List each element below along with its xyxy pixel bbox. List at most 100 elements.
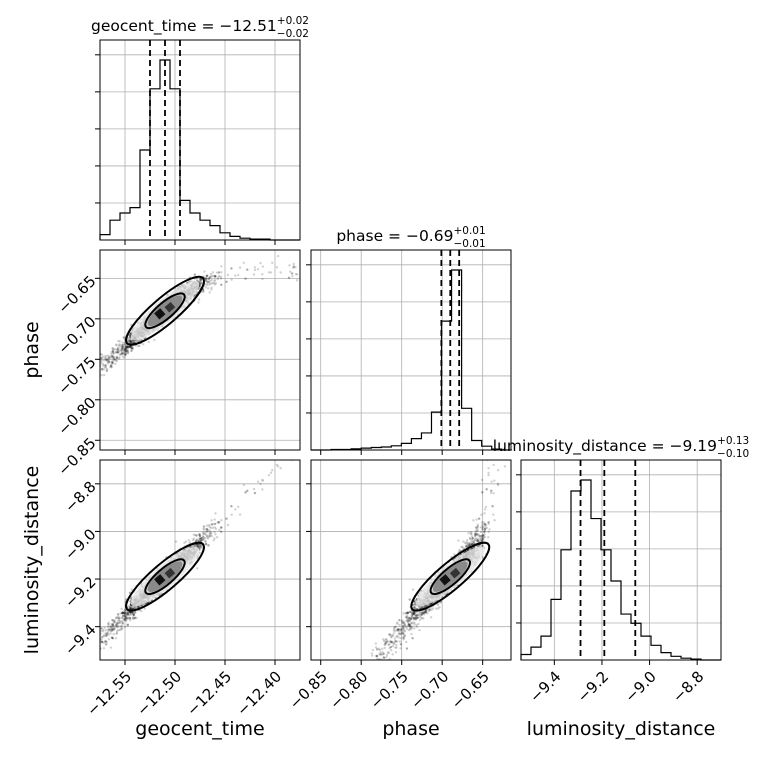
sample-point [128, 345, 132, 348]
sample-point [378, 657, 381, 660]
sample-point [92, 643, 94, 645]
sample-point [208, 525, 211, 528]
sample-point [131, 345, 134, 349]
sample-point [120, 349, 123, 353]
sample-point [129, 345, 132, 348]
sample-point [109, 365, 112, 368]
sample-point [200, 539, 204, 542]
sample-point [119, 348, 122, 351]
sample-point [79, 655, 81, 657]
sample-point [123, 618, 126, 621]
sample-point [123, 612, 126, 615]
sample-point [412, 613, 415, 616]
sample-point [116, 351, 119, 354]
sample-point [111, 637, 114, 640]
sample-point [126, 614, 129, 617]
sample-point [213, 275, 216, 278]
sample-point [261, 478, 264, 482]
sample-point [123, 611, 127, 615]
sample-point [120, 611, 124, 615]
sample-point [207, 280, 210, 284]
sample-point [196, 567, 199, 570]
sample-point [396, 627, 400, 631]
sample-point [116, 351, 120, 354]
sample-point [470, 542, 473, 546]
sample-point [115, 623, 118, 627]
sample-point [219, 277, 223, 280]
sample-point [197, 543, 201, 546]
sample-point [130, 346, 133, 350]
sample-point [107, 360, 111, 364]
sample-point [102, 373, 106, 377]
sample-point [198, 551, 201, 555]
sample-point [65, 664, 67, 666]
sample-point [109, 628, 112, 631]
sample-point [246, 268, 249, 271]
sample-point [208, 276, 211, 279]
sample-point [83, 384, 85, 386]
sample-point [225, 517, 228, 520]
sample-point [104, 366, 108, 369]
sample-point [217, 521, 221, 524]
sample-point [242, 483, 246, 487]
sample-point [290, 272, 294, 275]
sample-point [261, 265, 265, 268]
sample-point [246, 489, 249, 492]
sample-point [205, 277, 208, 280]
sample-point [111, 356, 114, 359]
sample-point [486, 439, 488, 441]
sample-point [101, 356, 104, 359]
sample-point [86, 382, 88, 384]
sample-point [405, 640, 408, 644]
sample-point [207, 280, 210, 284]
density-level-2 [147, 561, 183, 592]
sample-point [121, 611, 124, 615]
sample-point [100, 629, 103, 633]
sample-point [293, 455, 295, 457]
sample-point [126, 345, 129, 349]
sample-point [214, 282, 218, 285]
sample-point [131, 607, 135, 610]
sample-point [129, 597, 133, 600]
sample-point [128, 606, 132, 609]
sample-point [214, 533, 217, 536]
sample-point [102, 359, 106, 362]
panel-frame [99, 39, 301, 241]
sample-point [120, 620, 124, 623]
sample-point [199, 539, 203, 543]
sample-point [81, 653, 83, 655]
sample-point [226, 523, 230, 527]
sample-point [118, 617, 121, 620]
sample-point [471, 537, 474, 540]
sample-point [211, 522, 215, 526]
sample-point [101, 362, 105, 366]
sample-point [70, 667, 72, 669]
sample-point [70, 673, 72, 675]
sample-point [121, 347, 124, 351]
sample-point [71, 669, 73, 671]
sample-point [104, 364, 107, 367]
sample-point [105, 367, 109, 371]
sample-point [124, 616, 127, 619]
sample-point [261, 273, 264, 276]
sample-point [135, 606, 139, 609]
sample-point [196, 545, 199, 548]
sample-point [414, 617, 418, 620]
sample-point [123, 348, 126, 352]
sample-point [110, 636, 113, 639]
sample-point [137, 605, 141, 609]
sample-point [121, 341, 124, 344]
sample-point [209, 275, 212, 278]
sample-point [127, 605, 131, 608]
sample-point [395, 643, 398, 647]
sample-point [121, 622, 124, 626]
density-peak [154, 308, 166, 320]
sample-point [484, 505, 488, 509]
sample-point [121, 611, 124, 615]
sample-point [209, 272, 213, 276]
sample-point [110, 629, 113, 633]
sample-point [106, 358, 110, 362]
sample-point [89, 379, 91, 381]
sample-point [206, 534, 209, 538]
sample-point [390, 641, 393, 644]
